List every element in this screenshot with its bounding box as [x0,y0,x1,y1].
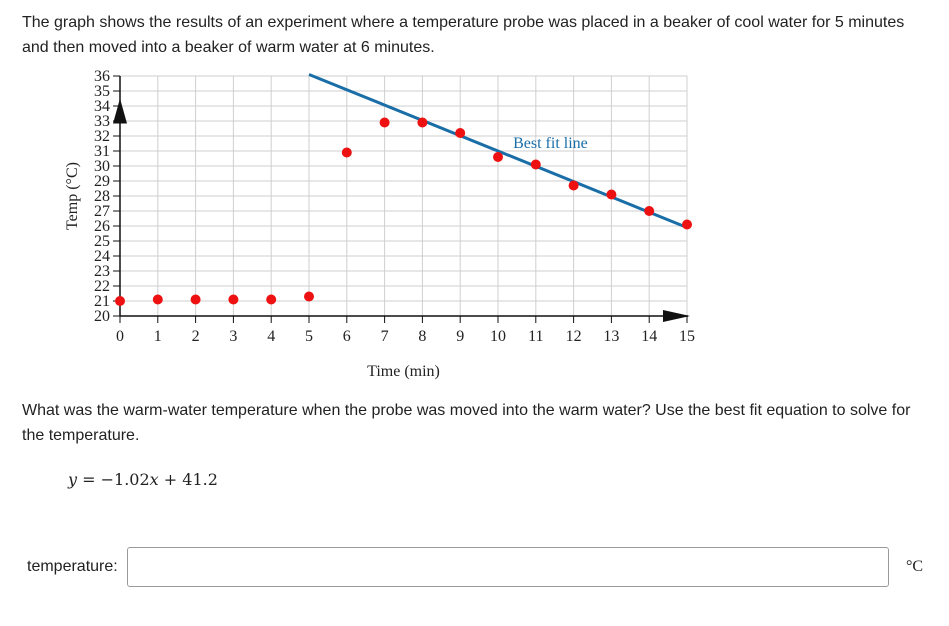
best-fit-equation: y = −1.02x + 41.2 [68,470,218,489]
problem-question: What was the warm-water temperature when… [22,402,911,444]
x-axis-arrow-icon [663,310,690,322]
x-tick-label: 10 [490,328,506,345]
data-point [115,296,125,306]
data-point [568,180,579,191]
data-point [379,117,390,128]
equation-lhs: y [68,470,78,489]
data-point [455,128,466,138]
data-point [152,294,163,305]
y-axis-arrow-icon [113,98,127,124]
y-tick-label: 29 [94,173,110,190]
x-tick-label: 6 [343,328,351,345]
y-tick-label: 31 [94,143,110,160]
x-axis-title: Time (min) [367,363,440,380]
equation-var: x [149,470,159,489]
y-tick-label: 23 [94,263,110,280]
scatter-chart: 0 1 2 3 4 5 6 7 8 9 10 11 12 13 14 15202122232425262728… [64,70,695,380]
y-tick-label: 34 [94,98,110,115]
equation-eq: = −1.02 [77,470,150,489]
problem-intro: The graph shows the results of an experi… [22,14,905,56]
data-point [266,294,277,305]
data-points [115,117,692,306]
data-point [304,291,314,302]
x-tick-label: 0 [116,328,124,345]
data-point [190,294,201,305]
y-tick-label: 35 [94,83,110,100]
y-tick-label: 24 [94,248,110,265]
y-tick-label: 27 [94,203,110,220]
y-tick-label: 32 [94,128,110,145]
x-tick-label: 8 [418,328,426,345]
x-tick-label: 7 [381,328,389,345]
x-tick-label: 2 [192,328,200,345]
y-tick-label: 33 [94,113,110,130]
x-tick-label: 5 [305,328,313,345]
y-tick-label: 25 [94,233,110,250]
x-tick-label: 13 [603,328,619,345]
y-tick-label: 26 [94,218,110,235]
x-tick-label: 4 [267,328,275,345]
data-point [341,147,352,158]
y-tick-label: 30 [94,158,110,175]
x-tick-label: 12 [566,328,582,345]
x-tick-label: 1 [154,328,162,345]
y-tick-label: 28 [94,188,110,205]
data-point [530,159,541,170]
data-point [644,206,655,216]
best-fit-label: Best fit line [513,135,588,152]
x-tick-label: 15 [679,328,695,345]
x-tick-label: 9 [456,328,464,345]
y-tick-label: 20 [94,308,110,325]
data-point [417,117,428,128]
best-fit-line [308,73,688,229]
x-tick-label: 3 [229,328,237,345]
y-tick-label: 36 [94,70,110,85]
data-point [493,152,503,162]
y-axis-title: Temp (°C) [64,162,81,230]
x-tick-label: 14 [641,328,657,345]
y-tick-label: 22 [94,278,110,295]
chart-ticks: 0 1 2 3 4 5 6 7 8 9 10 11 12 13 14 15202122232425262728… [94,70,695,345]
data-point [682,219,692,230]
y-tick-label: 21 [94,293,110,310]
data-point [606,189,617,200]
data-point [228,294,239,305]
equation-rest: + 41.2 [158,470,218,489]
unit-label: °C [906,558,924,575]
x-tick-label: 11 [528,328,543,345]
answer-label: temperature: [27,558,118,575]
temperature-input[interactable] [127,547,889,587]
